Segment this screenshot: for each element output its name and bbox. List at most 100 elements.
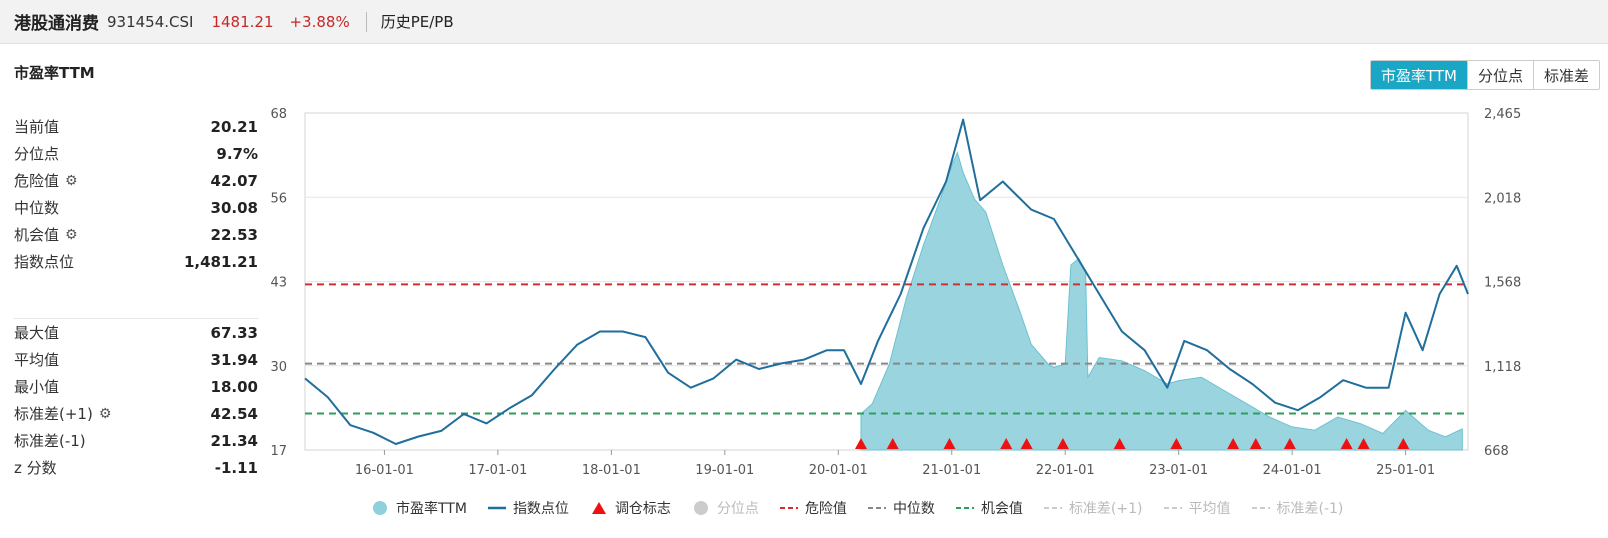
- rebalance-marker: [1227, 438, 1240, 449]
- stat-value: 31.94: [210, 350, 258, 369]
- legend-item[interactable]: 危险值: [779, 498, 847, 518]
- stat-label: 最大值: [14, 322, 59, 343]
- toggle-button-0[interactable]: 市盈率TTM: [1370, 61, 1467, 89]
- legend-label: 危险值: [804, 501, 847, 517]
- y-left-tick-label: 68: [270, 107, 287, 122]
- legend-item[interactable]: 中位数: [867, 498, 935, 518]
- legend-dash-icon: [955, 507, 974, 509]
- rebalance-marker: [1283, 438, 1296, 449]
- legend-item[interactable]: 平均值: [1163, 498, 1231, 518]
- stat-value: 42.54: [210, 404, 258, 423]
- y-right-tick-label: 2,465: [1484, 107, 1521, 122]
- stat-label: 标准差(+1) ⚙: [14, 403, 111, 424]
- legend-label: 标准差(-1): [1276, 501, 1344, 517]
- header-bar: 港股通消费 931454.CSI 1481.21 +3.88% 历史PE/PB: [0, 0, 1608, 44]
- x-tick-label: 24-01-01: [1263, 463, 1322, 478]
- stat-value: -1.11: [214, 458, 258, 477]
- stat-label-text: 最小值: [14, 378, 60, 396]
- stat-value: 67.33: [210, 323, 258, 342]
- rebalance-marker: [1000, 438, 1013, 449]
- stat-row: 标准差(+1) ⚙ 42.54: [14, 400, 258, 427]
- history-pe-pb-link[interactable]: 历史PE/PB: [380, 13, 454, 31]
- stat-label: 指数点位: [14, 251, 74, 272]
- x-tick-label: 25-01-01: [1376, 463, 1435, 478]
- chart-legend: 市盈率TTM 指数点位 调仓标志 分位点 危险值 中位数 机会值 标准差(+1) 平均值 标准差(…: [370, 498, 1363, 518]
- toggle-button-1[interactable]: 分位点: [1466, 61, 1533, 89]
- legend-line-icon: [487, 506, 506, 510]
- stat-label: 危险值 ⚙: [14, 170, 78, 191]
- stat-row: 最小值 18.00: [14, 373, 258, 400]
- y-left-tick-label: 30: [270, 360, 287, 375]
- stat-row: 当前值 20.21: [14, 113, 258, 140]
- stat-label-text: 中位数: [14, 199, 60, 217]
- legend-circle-icon: [693, 501, 708, 515]
- stats-group-current: 当前值 20.21 分位点 9.7% 危险值 ⚙ 42.07 中位数 30.08 机会值 ⚙ 22.5…: [14, 113, 258, 275]
- legend-label: 市盈率TTM: [396, 501, 467, 517]
- x-tick-label: 23-01-01: [1149, 463, 1208, 478]
- stat-row: 平均值 31.94: [14, 346, 258, 373]
- legend-label: 机会值: [980, 501, 1023, 517]
- legend-item[interactable]: 机会值: [955, 498, 1023, 518]
- index-name: 港股通消费: [14, 14, 99, 34]
- y-left-tick-label: 17: [270, 444, 287, 459]
- stat-row: 机会值 ⚙ 22.53: [14, 221, 258, 248]
- index-points-line: [304, 118, 1469, 445]
- stat-label-text: 平均值: [14, 351, 60, 369]
- y-left-tick-label: 56: [270, 191, 287, 206]
- legend-item[interactable]: 标准差(+1): [1043, 498, 1143, 518]
- x-tick-label: 18-01-01: [582, 463, 641, 478]
- stat-label: 最小值: [14, 376, 59, 397]
- stat-row: 指数点位 1,481.21: [14, 248, 258, 275]
- x-tick-label: 16-01-01: [355, 463, 414, 478]
- stat-label-text: 标准差(+1): [14, 405, 93, 423]
- toggle-button-2[interactable]: 标准差: [1532, 61, 1599, 89]
- rebalance-marker: [943, 438, 956, 449]
- stat-label: z 分数: [14, 457, 57, 478]
- stat-row: 标准差(-1) 21.34: [14, 427, 258, 454]
- legend-item[interactable]: 指数点位: [487, 498, 569, 518]
- legend-label: 中位数: [892, 501, 935, 517]
- gear-icon[interactable]: ⚙: [65, 226, 78, 243]
- x-tick-label: 17-01-01: [468, 463, 527, 478]
- legend-triangle-icon: [591, 502, 606, 514]
- index-change: +3.88%: [289, 12, 350, 31]
- legend-item[interactable]: 分位点: [691, 498, 759, 518]
- legend-item[interactable]: 市盈率TTM: [370, 498, 467, 518]
- legend-label: 分位点: [716, 501, 759, 517]
- rebalance-marker: [1397, 438, 1410, 449]
- rebalance-marker: [1357, 438, 1370, 449]
- stat-value: 22.53: [210, 225, 258, 244]
- stat-label-text: 指数点位: [14, 253, 75, 271]
- gear-icon[interactable]: ⚙: [98, 405, 112, 422]
- legend-dash-icon: [779, 507, 798, 509]
- gear-icon[interactable]: ⚙: [65, 172, 78, 189]
- stat-row: 分位点 9.7%: [14, 140, 258, 167]
- stat-value: 21.34: [210, 431, 258, 450]
- x-tick-label: 21-01-01: [922, 463, 981, 478]
- x-tick-label: 22-01-01: [1036, 463, 1095, 478]
- stat-row: 危险值 ⚙ 42.07: [14, 167, 258, 194]
- rebalance-marker: [854, 438, 867, 449]
- stat-label-text: 标准差(-1): [14, 432, 86, 450]
- stat-label: 平均值: [14, 349, 59, 370]
- legend-item[interactable]: 标准差(-1): [1251, 498, 1344, 518]
- rebalance-marker: [1113, 438, 1126, 449]
- stat-label: 分位点: [14, 143, 59, 164]
- stat-value: 9.7%: [216, 144, 258, 163]
- legend-label: 标准差(+1): [1068, 501, 1143, 517]
- panel-title: 市盈率TTM: [14, 64, 95, 82]
- stat-label-text: 机会值: [14, 226, 60, 244]
- legend-dash-icon: [1163, 507, 1182, 509]
- stat-label: 机会值 ⚙: [14, 224, 78, 245]
- legend-label: 指数点位: [512, 501, 569, 517]
- x-tick-label: 20-01-01: [809, 463, 868, 478]
- legend-item[interactable]: 调仓标志: [589, 498, 671, 518]
- stat-value: 1,481.21: [183, 252, 258, 271]
- stat-label: 当前值: [14, 116, 59, 137]
- metric-toggle: 市盈率TTM 分位点 标准差: [1369, 60, 1600, 90]
- stat-label-text: 最大值: [14, 324, 60, 342]
- legend-circle-icon: [373, 501, 387, 515]
- rebalance-marker: [1056, 438, 1069, 449]
- pe-chart: 68 56 43 30 17 2,465 2,018 1,568 1,118 668 16-01-0…: [270, 107, 1521, 478]
- rebalance-marker: [1170, 438, 1183, 449]
